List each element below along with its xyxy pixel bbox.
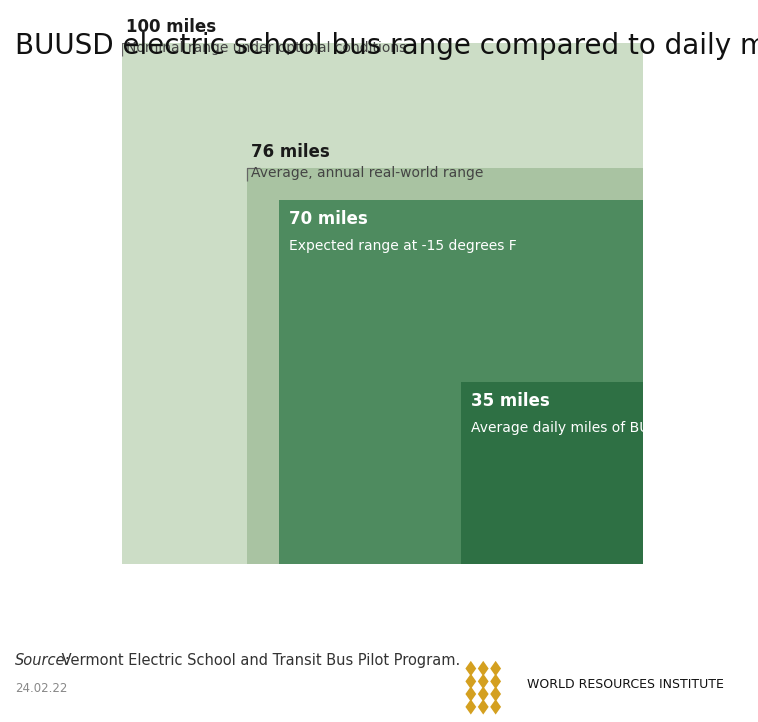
Polygon shape (465, 687, 476, 702)
Bar (461, 382, 644, 565)
Text: Average daily miles of BUUSD electric school buses: Average daily miles of BUUSD electric sc… (471, 421, 758, 435)
Text: 24.02.22: 24.02.22 (15, 682, 67, 695)
Polygon shape (465, 661, 476, 677)
Polygon shape (478, 674, 489, 689)
Text: Average, annual real-world range: Average, annual real-world range (252, 166, 484, 180)
Polygon shape (465, 699, 476, 715)
Bar (279, 200, 644, 565)
Polygon shape (478, 661, 489, 677)
Text: Expected range at -15 degrees F: Expected range at -15 degrees F (289, 239, 517, 253)
Text: Vermont Electric School and Transit Bus Pilot Program.: Vermont Electric School and Transit Bus … (57, 653, 460, 668)
Text: 35 miles: 35 miles (471, 393, 550, 410)
Text: 100 miles: 100 miles (127, 17, 217, 35)
Polygon shape (478, 699, 489, 715)
Polygon shape (490, 661, 501, 677)
Polygon shape (490, 674, 501, 689)
Text: Nominal range under optimal conditions: Nominal range under optimal conditions (127, 40, 406, 55)
Text: Source:: Source: (15, 653, 70, 668)
Text: BUUSD electric school bus range compared to daily miles: BUUSD electric school bus range compared… (15, 32, 758, 61)
Text: 76 miles: 76 miles (252, 142, 330, 160)
Text: 70 miles: 70 miles (289, 210, 368, 228)
Polygon shape (465, 674, 476, 689)
Bar (247, 168, 644, 565)
Bar (122, 43, 644, 565)
Polygon shape (490, 699, 501, 715)
Polygon shape (490, 687, 501, 702)
Text: WORLD RESOURCES INSTITUTE: WORLD RESOURCES INSTITUTE (527, 678, 724, 691)
Polygon shape (478, 687, 489, 702)
